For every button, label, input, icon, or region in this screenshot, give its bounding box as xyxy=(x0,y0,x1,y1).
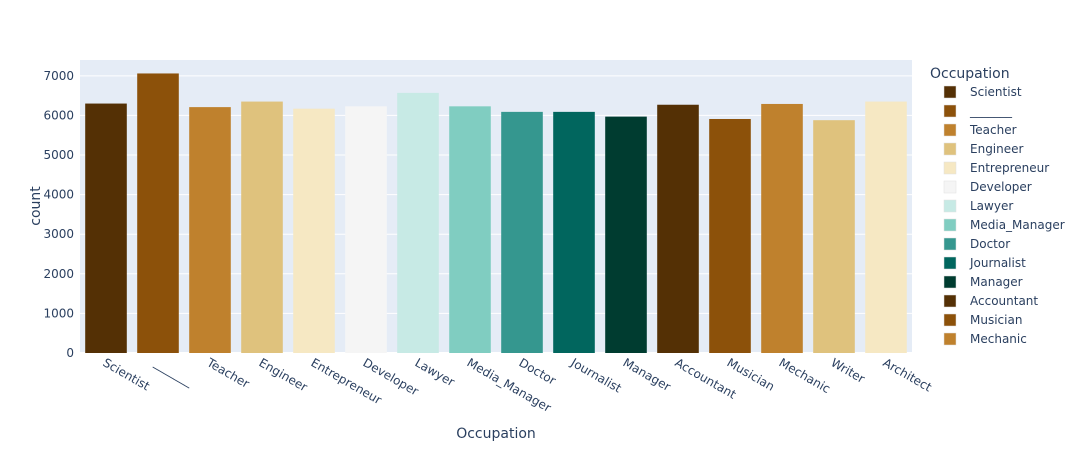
legend-label[interactable]: Lawyer xyxy=(970,199,1013,213)
legend-swatch[interactable] xyxy=(943,104,957,118)
bar-6[interactable] xyxy=(397,92,439,353)
y-tick-label: 6000 xyxy=(43,108,74,122)
y-tick-label: 7000 xyxy=(43,69,74,83)
legend-label[interactable]: Media_Manager xyxy=(970,218,1065,232)
legend-label[interactable]: Teacher xyxy=(969,123,1017,137)
bar-10[interactable] xyxy=(605,116,647,353)
y-tick-label: 5000 xyxy=(43,148,74,162)
bar-7[interactable] xyxy=(449,106,491,353)
bar-11[interactable] xyxy=(657,104,699,354)
x-tick-label: Scientist xyxy=(101,355,153,393)
y-tick-label: 3000 xyxy=(43,227,74,241)
legend-swatch[interactable] xyxy=(943,123,957,137)
legend-label[interactable]: Doctor xyxy=(970,237,1010,251)
bar-4[interactable] xyxy=(293,108,335,353)
x-tick-label: _______ xyxy=(152,355,197,389)
legend-swatch[interactable] xyxy=(943,332,957,346)
legend-swatch[interactable] xyxy=(943,218,957,232)
bar-15[interactable] xyxy=(865,101,907,353)
y-tick-label: 0 xyxy=(66,346,74,360)
legend-label[interactable]: Journalist xyxy=(969,256,1026,270)
bar-1[interactable] xyxy=(137,73,179,354)
x-tick-label: Engineer xyxy=(257,355,310,394)
legend-swatch[interactable] xyxy=(943,161,957,175)
y-tick-label: 1000 xyxy=(43,306,74,320)
legend-label[interactable]: Scientist xyxy=(970,85,1022,99)
x-tick-label: Doctor xyxy=(517,355,559,387)
y-tick-label: 4000 xyxy=(43,188,74,202)
bar-9[interactable] xyxy=(553,111,595,353)
legend-label[interactable]: Accountant xyxy=(970,294,1038,308)
bar-13[interactable] xyxy=(761,103,803,353)
legend-swatch[interactable] xyxy=(943,180,957,194)
legend-swatch[interactable] xyxy=(943,85,957,99)
x-tick-label: Architect xyxy=(881,355,935,394)
x-tick-label: Manager xyxy=(621,355,674,393)
legend-swatch[interactable] xyxy=(943,256,957,270)
bar-5[interactable] xyxy=(345,106,387,353)
y-axis-ticks: 0 1000 2000 3000 4000 5000 6000 7000 xyxy=(43,69,74,360)
legend-label[interactable]: _______ xyxy=(969,104,1013,118)
x-tick-label: Mechanic xyxy=(777,355,833,396)
bar-0[interactable] xyxy=(85,103,127,354)
legend-swatch[interactable] xyxy=(943,313,957,327)
legend-label[interactable]: Mechanic xyxy=(970,332,1027,346)
bars[interactable] xyxy=(85,73,907,354)
legend-label[interactable]: Musician xyxy=(970,313,1022,327)
legend[interactable]: Occupation Scientist _______ Teacher Engine… xyxy=(930,66,1065,346)
x-axis-title: Occupation xyxy=(456,426,536,442)
x-tick-label: Journalist xyxy=(568,355,624,396)
legend-swatch[interactable] xyxy=(943,294,957,308)
bar-12[interactable] xyxy=(709,118,751,354)
legend-swatch[interactable] xyxy=(943,237,957,251)
x-tick-label: Teacher xyxy=(204,355,252,391)
legend-label[interactable]: Manager xyxy=(970,275,1023,289)
legend-swatch[interactable] xyxy=(943,142,957,156)
bar-14[interactable] xyxy=(813,120,855,354)
y-axis-title: count xyxy=(28,186,44,226)
x-tick-label: Writer xyxy=(829,355,868,385)
bar-8[interactable] xyxy=(501,111,543,353)
legend-swatch[interactable] xyxy=(943,199,957,213)
legend-swatch[interactable] xyxy=(943,275,957,289)
x-axis-ticks: Scientist _______ Teacher EngineerEntrepren… xyxy=(101,355,935,415)
legend-label[interactable]: Entrepreneur xyxy=(970,161,1049,175)
y-tick-label: 2000 xyxy=(43,267,74,281)
bar-3[interactable] xyxy=(241,101,283,353)
legend-label[interactable]: Engineer xyxy=(970,142,1024,156)
bar-2[interactable] xyxy=(189,107,231,353)
legend-label[interactable]: Developer xyxy=(970,180,1032,194)
legend-title: Occupation xyxy=(930,66,1010,82)
